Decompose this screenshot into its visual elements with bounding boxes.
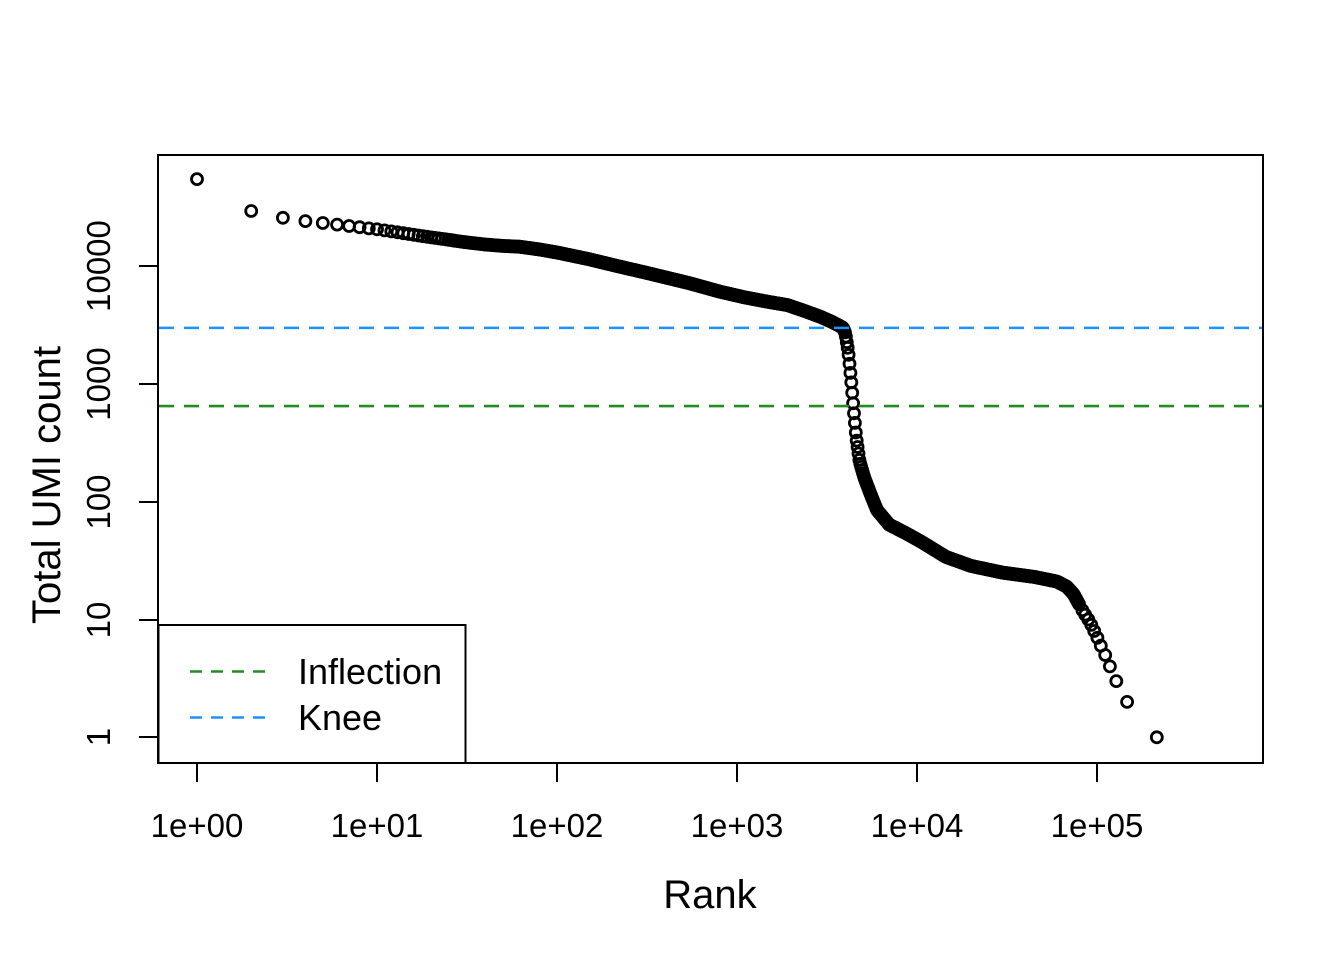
x-tick-label: 1e+03	[691, 807, 784, 844]
legend-label-knee: Knee	[298, 697, 382, 738]
data-point	[377, 223, 392, 238]
y-tick-label: 10	[80, 602, 117, 639]
y-axis-title: Total UMI count	[25, 346, 69, 624]
y-axis-ticks	[139, 265, 158, 738]
data-point	[1120, 695, 1134, 709]
data-point	[1098, 648, 1113, 662]
y-tick-label: 100	[80, 474, 117, 529]
data-point	[842, 356, 857, 371]
data-point	[1087, 624, 1102, 638]
data-points	[190, 172, 1164, 745]
legend-box	[157, 624, 467, 764]
legend: Inflection Knee	[157, 624, 467, 764]
data-point	[315, 216, 330, 230]
y-tick-label: 1000	[80, 347, 117, 420]
x-tick-label: 1e+00	[151, 807, 244, 844]
plot-border	[157, 154, 1264, 764]
x-axis-title: Rank	[663, 873, 757, 917]
data-point	[850, 440, 865, 454]
x-tick-label: 1e+02	[511, 807, 604, 844]
data-point	[1149, 730, 1164, 745]
data-point	[190, 172, 204, 187]
x-axis-ticks	[196, 763, 1098, 782]
legend-label-inflection: Inflection	[298, 651, 442, 692]
data-point	[352, 220, 367, 235]
x-tick-label: 1e+01	[331, 807, 424, 844]
y-axis-tick-labels: 1 10 100 1000 10000	[80, 220, 117, 746]
y-tick-label: 1	[80, 728, 117, 746]
data-point	[330, 217, 345, 232]
x-tick-label: 1e+05	[1051, 807, 1144, 844]
y-tick-label: 10000	[80, 220, 117, 312]
data-point	[848, 425, 863, 440]
data-point	[843, 365, 858, 380]
data-point	[849, 433, 864, 448]
data-point	[839, 335, 854, 350]
x-tick-label: 1e+04	[871, 807, 964, 844]
data-point	[298, 214, 313, 229]
data-point	[841, 347, 856, 362]
data-point	[361, 221, 376, 236]
x-axis-tick-labels: 1e+00 1e+01 1e+02 1e+03 1e+04 1e+05	[151, 807, 1144, 844]
data-point	[370, 222, 384, 237]
data-point	[840, 340, 855, 355]
data-point	[1109, 674, 1124, 688]
data-point	[275, 210, 290, 225]
data-point	[244, 204, 259, 218]
data-point	[1090, 630, 1105, 645]
data-point	[1103, 659, 1117, 674]
